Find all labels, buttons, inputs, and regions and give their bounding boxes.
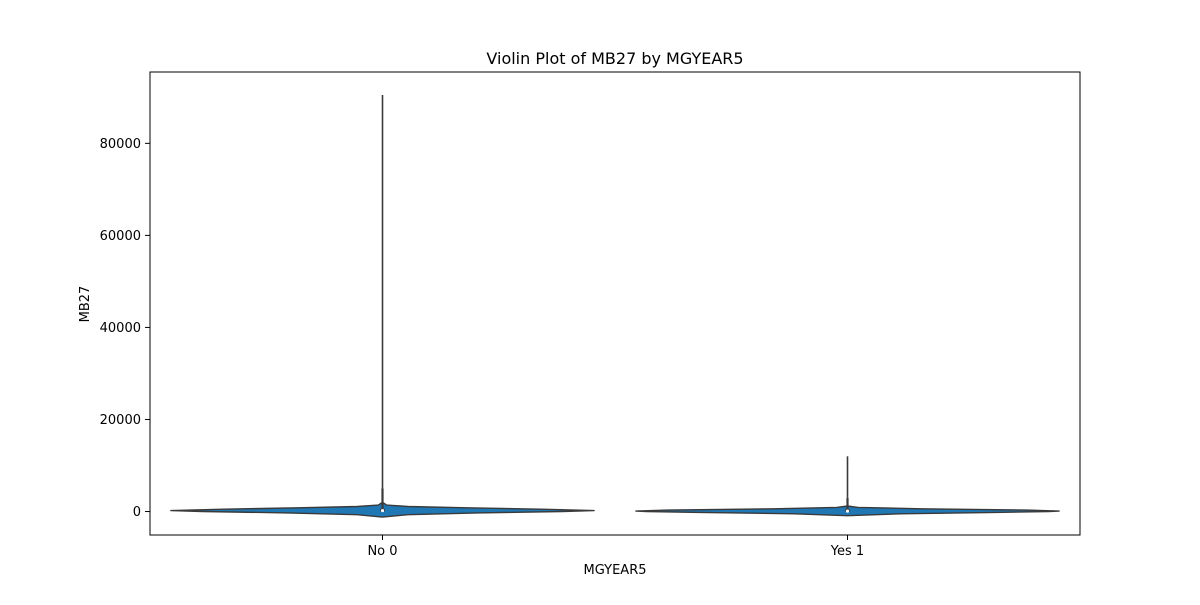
violin-1 [170,95,595,518]
x-axis-label: MGYEAR5 [584,563,647,578]
violins-layer [170,95,1060,518]
x-tick-label: No 0 [367,544,397,559]
y-tick-label: 40000 [100,321,141,336]
x-tick-label: Yes 1 [830,544,864,559]
violin-median [845,509,850,513]
violin-median [380,509,385,513]
y-tick-label: 80000 [100,137,141,152]
y-tick-label: 0 [133,505,141,520]
y-tick-label: 60000 [100,229,141,244]
x-axis: No 0 Yes 1 [367,535,864,559]
chart-title: Violin Plot of MB27 by MGYEAR5 [486,49,743,68]
y-axis-label: MB27 [78,286,93,323]
y-axis: 0 20000 40000 60000 80000 [100,137,150,520]
plot-frame [149,71,1081,536]
y-tick-label: 20000 [100,413,141,428]
violin-2 [635,456,1060,517]
